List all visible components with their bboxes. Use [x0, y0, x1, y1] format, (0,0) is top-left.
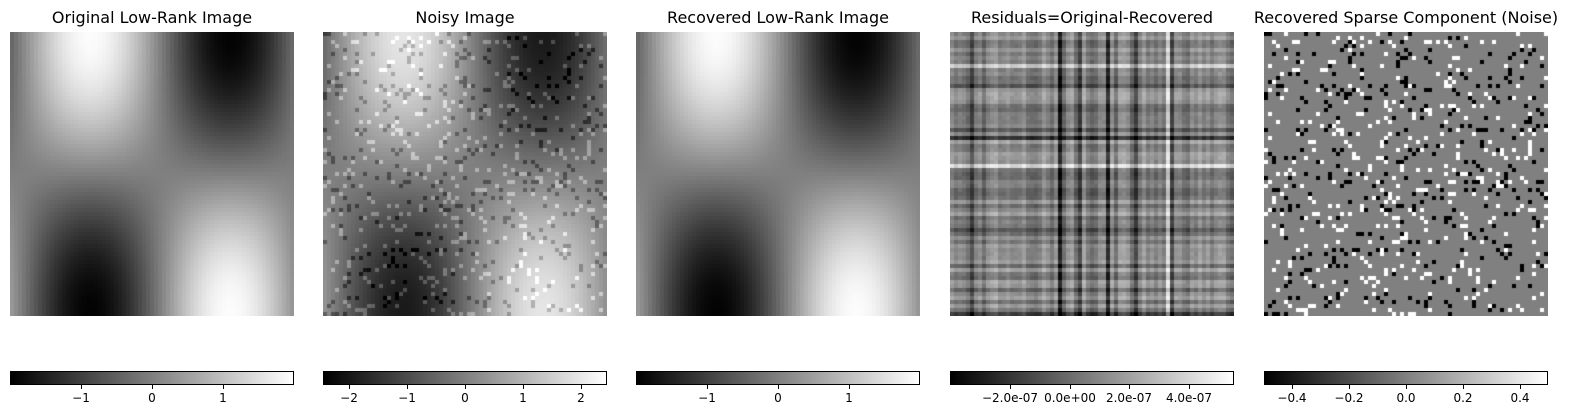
colorbar-tick-label: −2.0e-07 [981, 391, 1039, 405]
panel-noisy: Noisy Image −2 −1 0 1 2 [323, 0, 607, 418]
colorbar [950, 371, 1234, 385]
colorbar-tick-label: −1 [398, 391, 416, 405]
colorbar-tick-label: 0 [461, 391, 469, 405]
panel-title: Noisy Image [415, 8, 515, 27]
panel-original: Original Low-Rank Image −1 0 1 [10, 0, 294, 418]
colorbar [1264, 371, 1548, 385]
panel-title: Original Low-Rank Image [51, 8, 253, 27]
colorbar [323, 371, 607, 385]
heatmap-original [10, 32, 294, 316]
colorbar-tick [849, 385, 850, 389]
colorbar-tick [1463, 385, 1464, 389]
colorbar-tick [523, 385, 524, 389]
colorbar-tick-label: 4.0e-07 [1165, 391, 1213, 405]
colorbar-tick-label: 0.0 [1396, 391, 1416, 405]
panel-title: Recovered Low-Rank Image [667, 8, 889, 27]
colorbar-tick-label: 1 [219, 391, 227, 405]
colorbar-tick [349, 385, 350, 389]
colorbar-tick [1010, 385, 1011, 389]
colorbar-tick [407, 385, 408, 389]
colorbar-tick-label: 0.0e+00 [1044, 391, 1096, 405]
colorbar-tick-label: 0.2 [1453, 391, 1473, 405]
colorbar-tick [81, 385, 82, 389]
colorbar [10, 371, 294, 385]
colorbar-tick [1129, 385, 1130, 389]
panel-residuals: Residuals=Original-Recovered −2.0e-07 0.0… [950, 0, 1234, 418]
colorbar-tick [1406, 385, 1407, 389]
heatmap-noisy [323, 32, 607, 316]
colorbar-tick [465, 385, 466, 389]
colorbar-tick [1520, 385, 1521, 389]
panel-title: Recovered Sparse Component (Noise) [1253, 8, 1559, 27]
heatmap-sparse [1264, 32, 1548, 316]
colorbar-tick [152, 385, 153, 389]
panel-title: Residuals=Original-Recovered [970, 8, 1214, 27]
colorbar-tick [778, 385, 779, 389]
colorbar-tick [223, 385, 224, 389]
heatmap-residuals [950, 32, 1234, 316]
colorbar-tick-label: −1 [698, 391, 716, 405]
colorbar-tick-label: 0 [774, 391, 782, 405]
colorbar-tick [581, 385, 582, 389]
colorbar-tick-label: −1 [72, 391, 90, 405]
colorbar-tick [707, 385, 708, 389]
colorbar-tick [1070, 385, 1071, 389]
heatmap-recovered [636, 32, 920, 316]
colorbar-tick-label: 1 [519, 391, 527, 405]
colorbar-tick-label: 0 [148, 391, 156, 405]
colorbar-tick [1349, 385, 1350, 389]
colorbar-tick-label: 2.0e-07 [1105, 391, 1153, 405]
panel-recovered: Recovered Low-Rank Image −1 0 1 [636, 0, 920, 418]
colorbar-tick [1189, 385, 1190, 389]
colorbar-tick-label: 0.4 [1510, 391, 1530, 405]
colorbar-tick-label: −0.4 [1277, 391, 1307, 405]
panel-sparse: Recovered Sparse Component (Noise) −0.4 −… [1254, 0, 1558, 418]
colorbar-tick [1292, 385, 1293, 389]
colorbar-tick-label: −2 [340, 391, 358, 405]
colorbar-tick-label: −0.2 [1334, 391, 1364, 405]
colorbar [636, 371, 920, 385]
colorbar-tick-label: 1 [845, 391, 853, 405]
colorbar-tick-label: 2 [577, 391, 585, 405]
